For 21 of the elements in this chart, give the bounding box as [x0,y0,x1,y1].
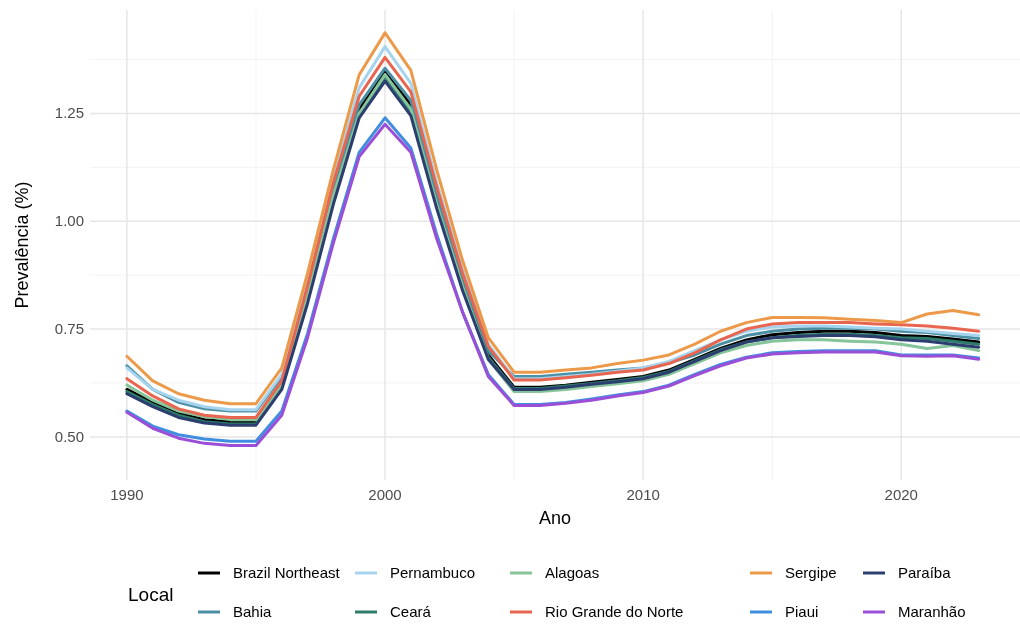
x-tick-label: 1990 [110,486,144,503]
legend-label: Rio Grande do Norte [545,603,684,620]
legend-label: Sergipe [785,564,837,581]
legend-label: Paraíba [898,564,952,581]
x-tick-label: 2010 [626,486,660,503]
legend-label: Piaui [785,603,819,620]
y-tick-label: 1.00 [54,212,84,230]
y-tick-label: 0.50 [54,427,84,445]
y-axis-title: Prevalência (%) [12,181,32,309]
legend-label: Maranhão [898,603,966,620]
legend-label: Brazil Northeast [233,564,341,581]
x-tick-label: 2020 [884,486,918,503]
legend-label: Ceará [390,603,432,620]
x-axis-title: Ano [538,508,572,528]
y-tick-label: 0.75 [54,320,84,338]
legend-title: Local [128,584,174,605]
x-tick-label: 2000 [368,486,402,503]
y-tick-label: 1.25 [54,104,84,122]
legend-label: Alagoas [545,564,600,581]
legend-label: Bahia [233,603,273,620]
legend-label: Pernambuco [390,564,476,581]
